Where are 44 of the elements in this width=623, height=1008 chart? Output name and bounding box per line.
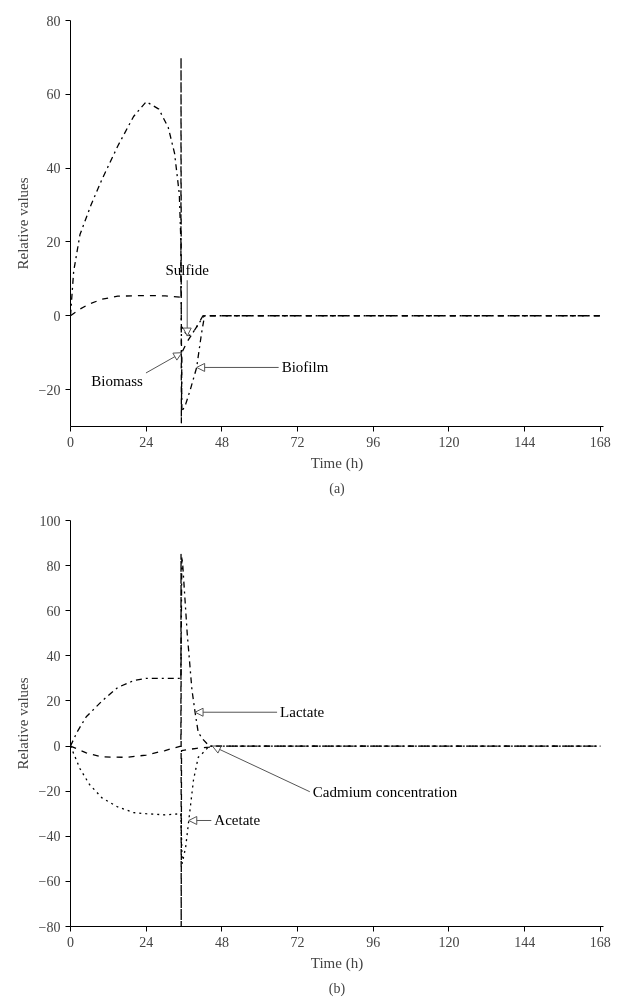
y-tick-label: 60 [46,603,61,619]
y-tick-label: 0 [53,739,61,755]
x-tick-label: 24 [139,934,154,950]
y-axis-title: Relative values [14,677,31,770]
text: Biomass [91,372,144,389]
x-tick-label: 120 [438,434,460,450]
x-tick-label: 144 [514,934,536,950]
x-tick-label: 168 [589,434,611,450]
x-tick-label: 0 [67,434,74,450]
y-tick-label: 100 [39,513,61,529]
y-tick-label: −60 [38,874,61,890]
x-tick-label: 48 [214,434,229,450]
y-tick-label: 40 [46,161,61,177]
y-tick-label: 60 [46,87,61,103]
y-axis-title: Relative values [14,177,31,270]
y-tick-label: 0 [53,308,61,324]
text: (b) [328,980,346,997]
x-tick-label: 120 [438,934,460,950]
x-tick-label: 96 [366,434,381,450]
y-tick-label: −20 [38,382,61,398]
x-tick-label: 0 [67,934,74,950]
series-label: Lactate [280,704,325,721]
series-label: Acetate [214,812,261,829]
y-tick-label: 20 [46,693,61,709]
x-tick-label: 72 [290,434,305,450]
x-tick-label: 144 [514,434,536,450]
y-tick-label: 80 [46,13,61,29]
x-tick-label: 168 [589,934,611,950]
y-tick-label: 80 [46,558,61,574]
x-axis-title: Time (h) [310,454,364,472]
x-tick-label: 72 [290,934,305,950]
x-tick-label: 24 [139,434,154,450]
text: Cadmium concentration [312,783,458,800]
y-tick-label: −80 [38,919,61,935]
x-axis-title: Time (h) [310,954,364,972]
y-tick-label: −20 [38,784,61,800]
y-tick-label: −40 [38,829,61,845]
x-tick-label: 48 [214,934,229,950]
text: Biofilm [281,359,329,376]
text: Sulfide [165,262,210,279]
x-tick-label: 96 [366,934,381,950]
text: (a) [329,480,346,497]
y-tick-label: 40 [46,648,61,664]
y-tick-label: 20 [46,234,61,250]
